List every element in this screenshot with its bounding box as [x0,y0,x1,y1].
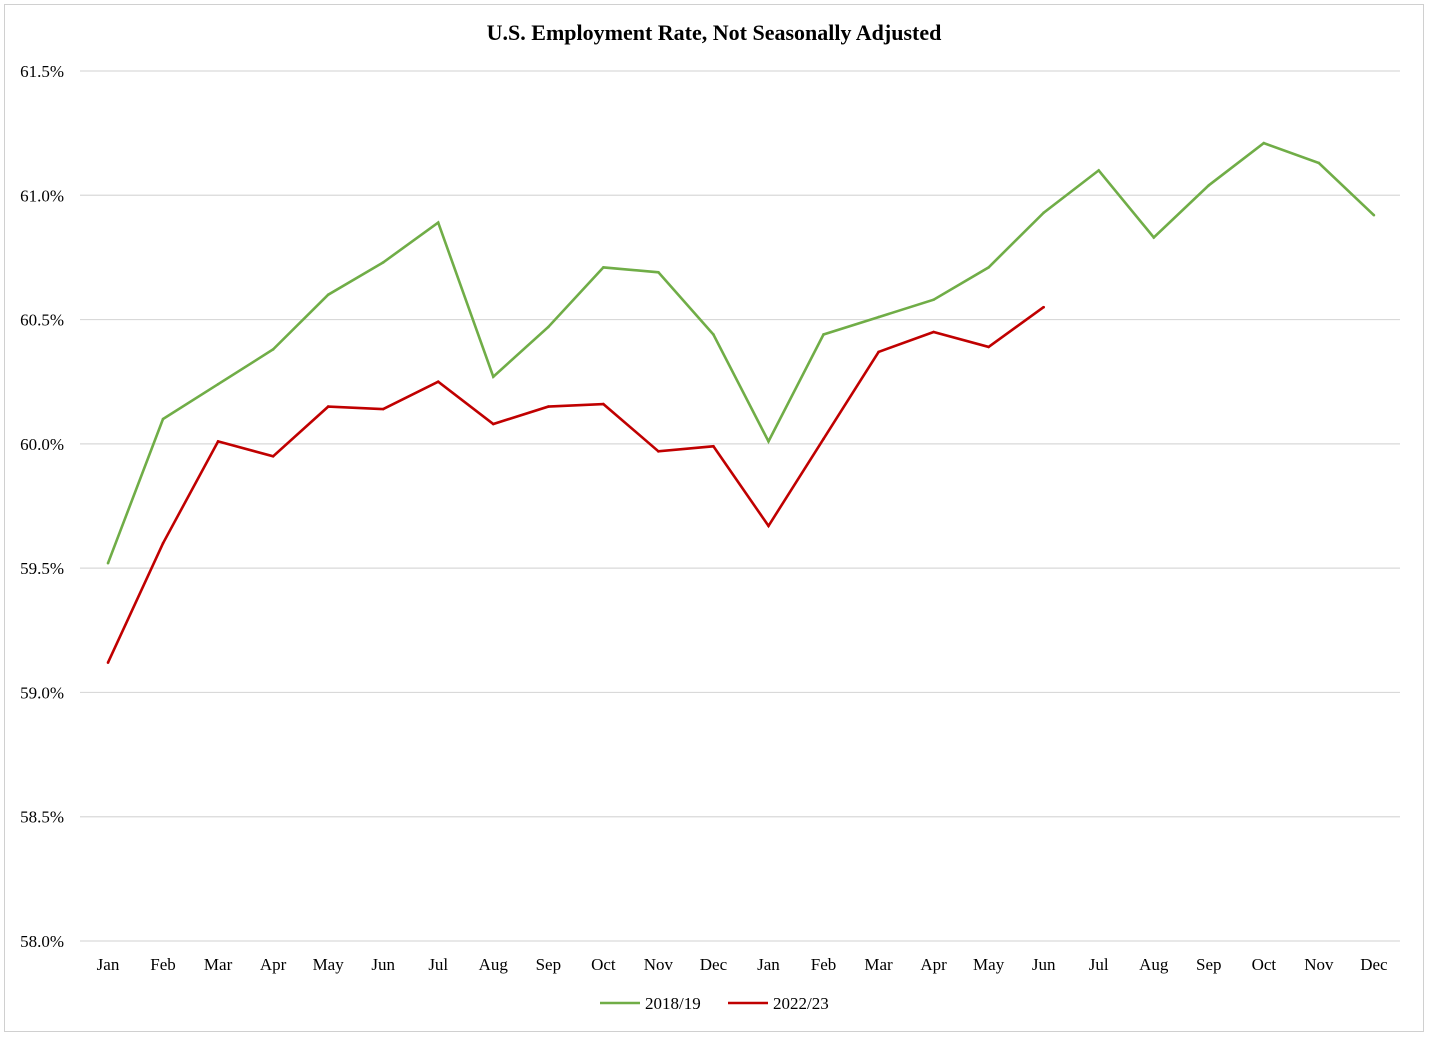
series-line-2022-23 [106,306,1045,664]
x-tick-label: Mar [204,955,233,974]
data-point [326,405,330,408]
data-point [216,440,220,443]
data-point [822,437,825,441]
data-point [436,221,440,224]
y-tick-label: 59.5% [20,559,64,578]
x-tick-label: Aug [479,955,509,974]
x-tick-label: Aug [1139,955,1169,974]
data-point [1097,169,1101,172]
data-point [602,266,605,269]
data-point [491,375,495,379]
data-point [326,293,330,297]
data-point [657,271,660,274]
data-point [381,407,385,411]
data-point [547,405,550,408]
data-point [1317,161,1321,165]
data-point [712,445,715,448]
data-point [932,330,935,334]
data-point [877,350,880,354]
chart-title: U.S. Employment Rate, Not Seasonally Adj… [487,20,942,45]
series-line-2018-19 [106,141,1375,564]
y-tick-label: 60.5% [20,311,64,330]
series-lines [106,141,1376,664]
y-tick-label: 61.0% [20,186,64,205]
x-tick-label: Jun [371,955,395,974]
data-point [767,524,770,528]
x-tick-label: May [313,955,345,974]
data-point [1042,305,1045,309]
data-point [106,661,110,664]
data-point [271,348,275,351]
legend-label: 2018/19 [645,994,701,1013]
data-point [547,325,550,329]
legend-label: 2022/23 [773,994,829,1013]
data-point [987,266,990,269]
data-point [271,454,275,458]
x-tick-label: Sep [1196,955,1222,974]
x-tick-label: Oct [1252,955,1277,974]
data-point [1372,213,1376,217]
x-tick-label: Feb [150,955,176,974]
y-axis-ticks: 58.0% 58.5% 59.0% 59.5% 60.0% 60.5% 61.0% 61.5% [20,62,64,951]
x-tick-label: Apr [260,955,287,974]
x-axis-ticks: Jan Feb Mar Apr May Jun Jul Aug Sep Oct Nov Dec Jan F… [97,955,1388,974]
data-point [602,402,605,406]
x-tick-label: Jul [428,955,448,974]
data-point [1152,236,1156,239]
data-point [216,382,220,386]
x-tick-label: May [973,955,1005,974]
data-point [767,440,770,443]
x-tick-label: Jul [1089,955,1109,974]
data-point [436,380,440,384]
data-point [1042,211,1045,214]
x-tick-label: Nov [644,955,674,974]
x-tick-label: Jan [97,955,120,974]
x-tick-label: Dec [700,955,728,974]
x-tick-label: Apr [920,955,947,974]
chart-frame [4,4,1424,1032]
y-tick-label: 58.5% [20,808,64,827]
gridlines [80,70,1400,942]
x-tick-label: Jun [1032,955,1056,974]
y-tick-label: 60.0% [20,435,64,454]
data-point [161,417,165,421]
x-tick-label: Oct [591,955,616,974]
data-point [1262,141,1266,145]
y-tick-label: 59.0% [20,683,64,702]
x-tick-label: Feb [811,955,837,974]
y-tick-label: 61.5% [20,62,64,81]
x-tick-label: Mar [864,955,893,974]
data-point [712,333,715,336]
data-point [987,345,990,349]
data-point [822,333,825,336]
data-point [877,315,880,319]
data-point [657,450,660,453]
y-tick-label: 58.0% [20,932,64,951]
data-point [932,298,935,301]
x-tick-label: Dec [1360,955,1388,974]
data-point [491,422,495,426]
data-point [161,541,165,545]
x-tick-label: Sep [536,955,562,974]
data-point [106,561,110,565]
data-point [1207,184,1211,187]
x-tick-label: Nov [1304,955,1334,974]
legend: 2018/19 2022/23 [600,994,829,1013]
x-tick-label: Jan [757,955,780,974]
data-point [381,261,385,264]
